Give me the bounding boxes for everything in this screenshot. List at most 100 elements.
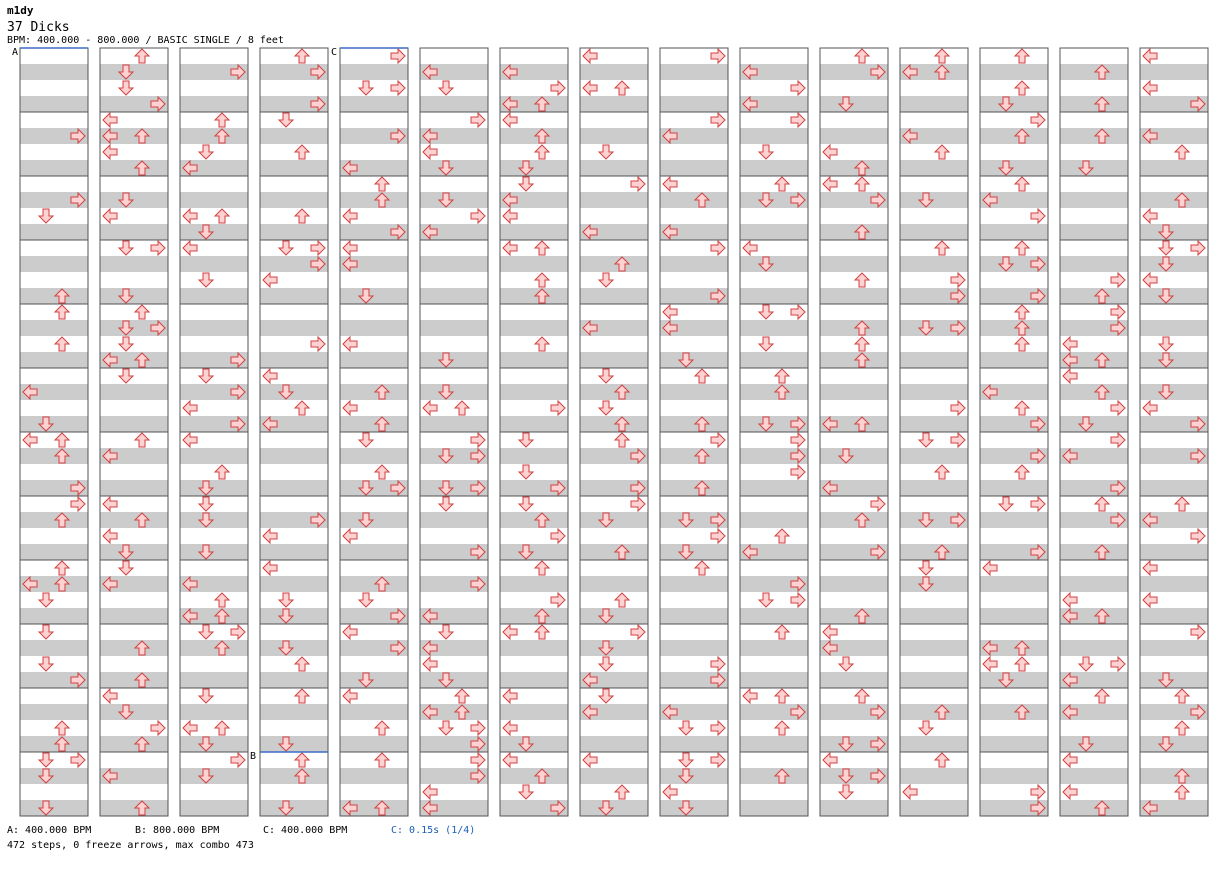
step-arrow-r xyxy=(950,399,966,417)
step-arrow-l xyxy=(422,127,438,145)
step-arrow-d xyxy=(997,96,1015,112)
step-arrow-d xyxy=(917,720,935,736)
step-arrow-r xyxy=(550,79,566,97)
step-arrow-u xyxy=(213,464,231,480)
step-arrow-d xyxy=(357,288,375,304)
step-arrow-r xyxy=(70,191,86,209)
step-arrow-l xyxy=(982,191,998,209)
step-arrow-d xyxy=(917,576,935,592)
step-arrow-d xyxy=(917,432,935,448)
step-arrow-d xyxy=(837,656,855,672)
step-arrow-u xyxy=(293,48,311,64)
step-arrow-d xyxy=(517,160,535,176)
step-arrow-l xyxy=(422,639,438,657)
step-arrow-r xyxy=(230,383,246,401)
step-arrow-l xyxy=(342,527,358,545)
step-arrow-l xyxy=(1062,751,1078,769)
step-arrow-u xyxy=(53,736,71,752)
step-arrow-d xyxy=(437,624,455,640)
step-arrow-u xyxy=(693,560,711,576)
step-arrow-d xyxy=(277,608,295,624)
step-arrow-r xyxy=(1030,783,1046,801)
step-arrow-d xyxy=(1157,336,1175,352)
step-arrow-u xyxy=(133,672,151,688)
chart-column xyxy=(1139,47,1209,817)
step-arrow-r xyxy=(1110,655,1126,673)
step-arrow-d xyxy=(197,368,215,384)
step-arrow-u xyxy=(533,288,551,304)
step-arrow-u xyxy=(613,784,631,800)
step-arrow-d xyxy=(197,512,215,528)
step-arrow-u xyxy=(1013,48,1031,64)
step-arrow-l xyxy=(422,607,438,625)
step-arrow-r xyxy=(710,431,726,449)
chart-column xyxy=(899,47,969,817)
step-arrow-r xyxy=(230,415,246,433)
step-arrow-l xyxy=(502,623,518,641)
step-arrow-d xyxy=(357,672,375,688)
step-arrow-u xyxy=(693,448,711,464)
step-arrow-d xyxy=(117,192,135,208)
step-arrow-r xyxy=(790,79,806,97)
step-arrow-u xyxy=(373,176,391,192)
step-arrow-l xyxy=(582,671,598,689)
step-arrow-u xyxy=(373,720,391,736)
step-arrow-d xyxy=(37,768,55,784)
step-arrow-d xyxy=(1157,288,1175,304)
step-arrow-d xyxy=(677,752,695,768)
step-arrow-r xyxy=(470,447,486,465)
step-arrow-u xyxy=(373,752,391,768)
step-arrow-u xyxy=(1013,240,1031,256)
step-arrow-l xyxy=(742,543,758,561)
step-arrow-r xyxy=(1110,319,1126,337)
step-arrow-d xyxy=(757,416,775,432)
step-arrow-l xyxy=(1062,591,1078,609)
step-arrow-r xyxy=(790,191,806,209)
step-arrow-u xyxy=(213,592,231,608)
step-arrow-r xyxy=(870,63,886,81)
step-arrow-u xyxy=(293,656,311,672)
step-arrow-l xyxy=(422,655,438,673)
step-arrow-u xyxy=(613,384,631,400)
step-arrow-u xyxy=(53,304,71,320)
step-arrow-r xyxy=(310,335,326,353)
step-arrow-u xyxy=(853,272,871,288)
step-arrow-r xyxy=(870,735,886,753)
step-arrow-u xyxy=(693,416,711,432)
step-arrow-u xyxy=(933,64,951,80)
step-arrow-d xyxy=(757,592,775,608)
step-arrow-u xyxy=(1093,496,1111,512)
step-arrow-r xyxy=(630,175,646,193)
step-arrow-l xyxy=(102,447,118,465)
step-arrow-d xyxy=(757,256,775,272)
step-arrow-d xyxy=(997,496,1015,512)
step-arrow-r xyxy=(150,319,166,337)
step-arrow-d xyxy=(197,224,215,240)
step-arrow-r xyxy=(470,719,486,737)
step-arrow-r xyxy=(710,111,726,129)
step-arrow-r xyxy=(1030,255,1046,273)
step-arrow-d xyxy=(1077,416,1095,432)
step-arrow-r xyxy=(1190,415,1206,433)
step-arrow-r xyxy=(470,735,486,753)
step-arrow-u xyxy=(773,384,791,400)
step-arrow-d xyxy=(357,480,375,496)
marker-c: C xyxy=(331,47,338,58)
step-arrow-r xyxy=(70,671,86,689)
step-arrow-r xyxy=(950,287,966,305)
step-arrow-r xyxy=(470,111,486,129)
step-arrow-u xyxy=(1093,384,1111,400)
step-arrow-r xyxy=(310,95,326,113)
step-arrow-u xyxy=(533,144,551,160)
step-arrow-r xyxy=(390,47,406,65)
step-arrow-u xyxy=(773,368,791,384)
step-arrow-d xyxy=(517,176,535,192)
step-arrow-l xyxy=(102,495,118,513)
step-arrow-u xyxy=(933,144,951,160)
step-arrow-u xyxy=(853,336,871,352)
step-arrow-u xyxy=(133,736,151,752)
step-arrow-u xyxy=(693,192,711,208)
step-arrow-u xyxy=(773,688,791,704)
step-arrow-r xyxy=(70,479,86,497)
